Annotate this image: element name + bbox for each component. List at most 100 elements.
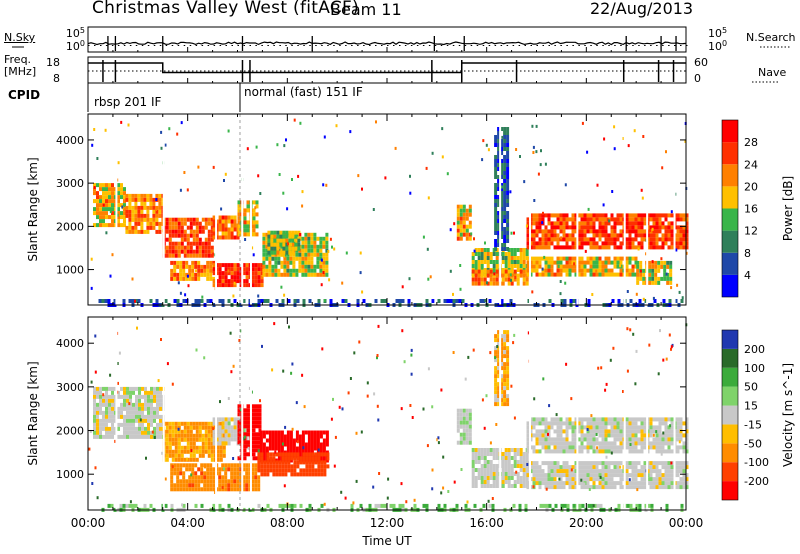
velocity-colorbar-cell — [722, 330, 738, 349]
date-title: 22/Aug/2013 — [590, 0, 694, 18]
velocity-data-gap — [576, 317, 579, 510]
cpid-label: CPID — [8, 88, 41, 102]
velocity-data-gap — [623, 317, 626, 510]
power-colorbar-cell — [722, 208, 738, 231]
power-data-gap — [162, 114, 165, 305]
velocity-echo-layer — [88, 322, 689, 512]
velocity-data-gap — [529, 317, 532, 510]
power-data-gap — [673, 114, 676, 305]
nave-tick-bottom: 0 — [694, 72, 701, 85]
power-colorbar-cell — [722, 164, 738, 187]
velocity-ytick-label: 3000 — [56, 381, 84, 394]
xtick-label: 04:00 — [170, 516, 205, 530]
velocity-ytick-label: 4000 — [56, 337, 84, 350]
velocity-data-gap — [215, 317, 218, 510]
power-colorbar-cell — [722, 186, 738, 209]
freq-tick-bottom: 8 — [53, 72, 60, 85]
velocity-colorbar-tick: 50 — [744, 381, 758, 394]
nsearch-label: N.Search — [746, 31, 796, 44]
velocity-data-gap — [162, 317, 165, 510]
velocity-data-gap — [646, 317, 649, 510]
power-data-gap — [241, 114, 244, 305]
power-data-gap — [576, 114, 579, 305]
velocity-colorbar-cell — [722, 481, 738, 500]
power-colorbar-tick: 12 — [744, 225, 758, 238]
power-colorbar-label: Power [dB] — [781, 176, 795, 241]
xtick-label: 08:00 — [270, 516, 305, 530]
power-ylabel: Slant Range [km] — [26, 157, 40, 261]
velocity-data-gap — [115, 317, 118, 510]
power-data-gap — [646, 114, 649, 305]
velocity-data-gap — [241, 317, 244, 510]
velocity-colorbar-cell — [722, 367, 738, 387]
power-colorbar-tick: 16 — [744, 203, 758, 216]
radar-title: Christmas Valley West (fitACF) — [92, 0, 360, 18]
velocity-colorbar-cell — [722, 424, 738, 444]
power-data-gap — [215, 114, 218, 305]
noise-tick-left-bottom: 100 — [66, 39, 85, 53]
power-colorbar-tick: 24 — [744, 158, 758, 171]
power-colorbar-frame — [721, 119, 739, 298]
velocity-ytick-label: 1000 — [56, 468, 84, 481]
beam-title: Beam 11 — [330, 0, 402, 19]
velocity-colorbar-cell — [722, 348, 738, 368]
power-colorbar-tick: 20 — [744, 180, 758, 193]
power-colorbar-cell — [722, 274, 738, 297]
power-colorbar-tick: 28 — [744, 136, 758, 149]
velocity-colorbar-tick: 100 — [744, 362, 765, 375]
power-data-gap — [623, 114, 626, 305]
xtick-label: 00:00 — [669, 516, 704, 530]
power-data-gap — [115, 114, 118, 305]
velocity-data-gap — [673, 317, 676, 510]
power-colorbar-tick: 8 — [744, 247, 751, 260]
xtick-label: 20:00 — [569, 516, 604, 530]
nsky-trace — [87, 41, 687, 46]
velocity-colorbar-cell — [722, 386, 738, 406]
freq-unit-label: [MHz] — [4, 65, 37, 78]
noise-tick-right-bottom: 100 — [708, 39, 727, 53]
freq-trace — [88, 62, 686, 74]
velocity-colorbar-label: Velocity [m s^-1] — [781, 363, 795, 467]
velocity-colorbar-tick: -15 — [744, 418, 762, 431]
nsky-label: N.Sky — [4, 31, 36, 44]
cpid-segment-1: rbsp 201 IF — [94, 95, 162, 109]
power-data-gap — [529, 114, 532, 305]
velocity-colorbar-tick: -50 — [744, 437, 762, 450]
power-data-gap — [249, 114, 252, 305]
velocity-colorbar-cell — [722, 405, 738, 425]
velocity-colorbar-cell — [722, 462, 738, 482]
velocity-ylabel: Slant Range [km] — [26, 361, 40, 465]
power-colorbar-cell — [722, 230, 738, 253]
nave-tick-top: 60 — [694, 56, 708, 69]
xtick-label: 12:00 — [370, 516, 405, 530]
freq-tick-top: 18 — [46, 56, 60, 69]
power-data-gap — [434, 114, 437, 305]
xtick-label: 16:00 — [469, 516, 504, 530]
velocity-data-gap — [499, 317, 502, 510]
power-ytick-label: 1000 — [56, 264, 84, 277]
velocity-colorbar-tick: -100 — [744, 456, 769, 469]
x-axis-label: Time UT — [361, 534, 412, 548]
velocity-colorbar-frame — [721, 329, 739, 501]
velocity-colorbar-tick: -200 — [744, 475, 769, 488]
velocity-colorbar-tick: 15 — [744, 400, 758, 413]
nave-label: Nave — [758, 66, 787, 79]
power-echo-layer — [90, 118, 689, 307]
freq-label: Freq. — [4, 53, 32, 66]
velocity-data-gap — [434, 317, 437, 510]
power-data-gap — [499, 114, 502, 305]
cpid-segment-2: normal (fast) 151 IF — [244, 85, 363, 99]
power-ytick-label: 2000 — [56, 220, 84, 233]
power-colorbar-cell — [722, 142, 738, 165]
power-ytick-label: 3000 — [56, 177, 84, 190]
power-ytick-label: 4000 — [56, 134, 84, 147]
velocity-data-gap — [249, 317, 252, 510]
power-colorbar-cell — [722, 252, 738, 275]
power-colorbar-tick: 4 — [744, 269, 751, 282]
velocity-colorbar-cell — [722, 443, 738, 463]
noise-tick-right-top: 105 — [708, 26, 727, 40]
power-colorbar-cell — [722, 120, 738, 143]
xtick-label: 00:00 — [71, 516, 106, 530]
velocity-colorbar-tick: 200 — [744, 343, 765, 356]
